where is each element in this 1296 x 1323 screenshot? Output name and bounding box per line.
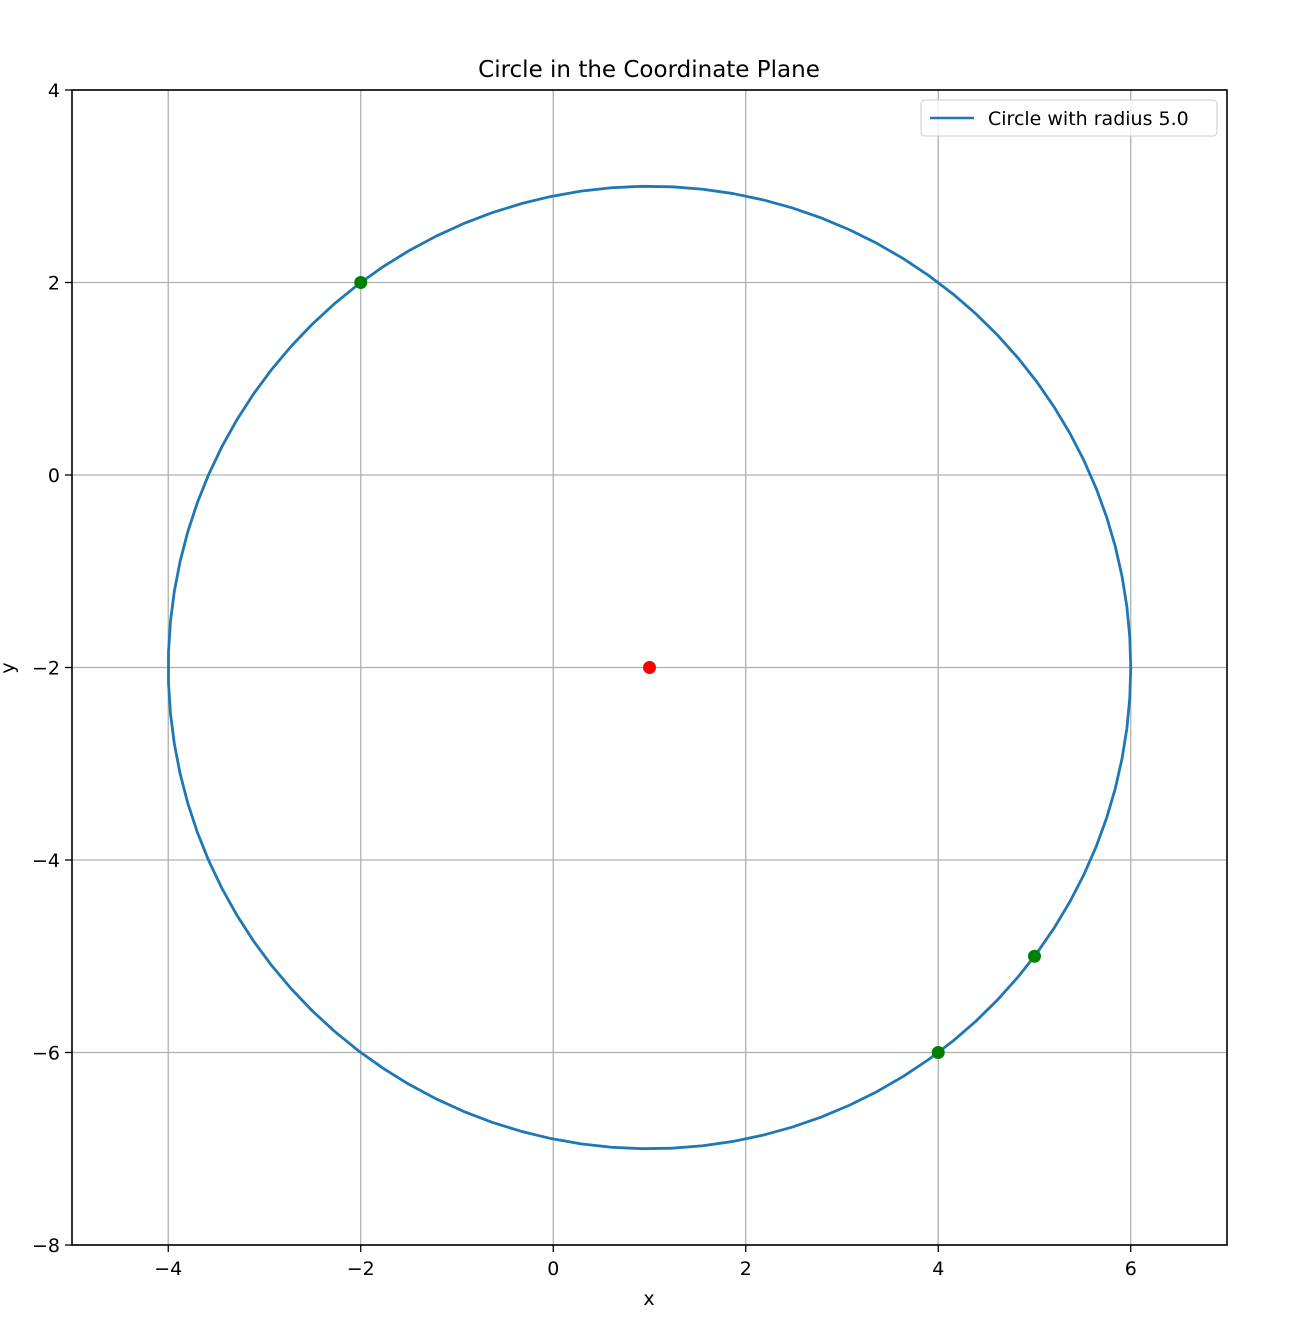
circle-series-line [167,184,1133,1151]
y-axis-label: y [0,662,19,673]
x-tick-label: 6 [1125,1258,1137,1280]
legend-box [920,99,1218,137]
center-point [643,661,656,674]
x-tick-label: −2 [347,1258,375,1280]
y-tick-label: −6 [32,1043,60,1065]
y-tick-label: 2 [48,273,60,295]
legend-label: Circle with radius 5.0 [988,108,1189,130]
x-tick-label: 4 [932,1258,944,1280]
x-axis: −4 −2 0 2 4 6 [154,1245,1137,1280]
legend: Circle with radius 5.0 [920,99,1218,137]
points-layer [354,276,1041,1059]
y-tick-label: −2 [32,658,60,680]
y-axis: −8 −6 −4 −2 0 2 4 [32,80,72,1257]
circle-point [931,1046,945,1059]
circle-point [1028,949,1041,963]
y-tick-label: 4 [48,80,60,102]
x-tick-label: 2 [740,1258,752,1280]
y-tick-label: 0 [48,465,60,487]
x-axis-label: x [643,1288,654,1310]
x-tick-label: −4 [154,1258,182,1280]
y-tick-label: −4 [32,850,60,872]
y-tick-label: −8 [32,1235,60,1257]
series-layer [167,184,1133,1151]
circle-point [354,276,368,289]
x-tick-label: 0 [547,1258,559,1280]
chart-title: Circle in the Coordinate Plane [478,57,820,83]
